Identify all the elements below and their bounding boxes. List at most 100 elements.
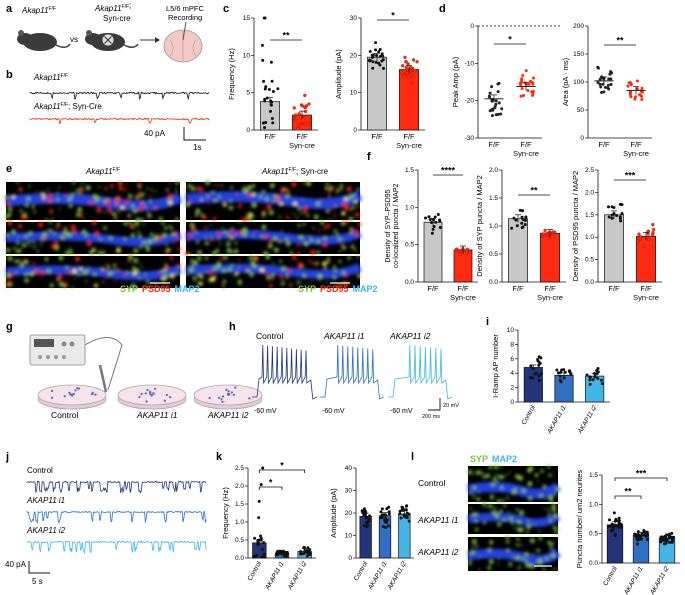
puncta: [134, 220, 140, 226]
data-point: [497, 101, 501, 105]
puncta: [222, 283, 225, 286]
puncta: [178, 247, 182, 252]
data-point: [261, 121, 265, 125]
puncta: [141, 192, 145, 196]
neurite-icon: [153, 392, 156, 394]
puncta: [24, 278, 29, 283]
puncta: [212, 216, 217, 221]
puncta: [106, 197, 110, 201]
data-point: [263, 97, 267, 101]
y-tick-label: 2.0: [235, 483, 244, 490]
puncta: [177, 238, 180, 242]
puncta: [238, 266, 241, 269]
puncta: [547, 507, 550, 511]
puncta: [547, 540, 551, 545]
puncta: [237, 221, 240, 224]
data-point: [270, 79, 274, 83]
puncta: [516, 519, 520, 524]
arrow-head-icon: [155, 37, 160, 43]
data-point: [303, 93, 307, 98]
e-legend-left: SYP PSD95 MAP2: [120, 284, 200, 294]
data-point: [528, 375, 532, 379]
g-label-i1: AKAP11 i1: [136, 410, 178, 420]
data-point: [253, 536, 257, 540]
puncta: [58, 208, 61, 210]
y-tick-label: 30: [345, 488, 353, 495]
data-point: [299, 121, 303, 126]
puncta: [332, 265, 336, 269]
puncta: [14, 259, 19, 264]
y-tick-label: 0: [246, 127, 250, 134]
puncta: [346, 186, 352, 192]
data-point: [368, 50, 372, 54]
scale-bar: [183, 127, 206, 141]
puncta: [543, 507, 546, 510]
puncta: [96, 207, 102, 213]
puncta: [77, 207, 83, 213]
data-point: [609, 77, 613, 81]
puncta: [128, 254, 134, 260]
puncta: [551, 567, 554, 570]
sig-label: ****: [441, 166, 456, 176]
puncta: [499, 509, 503, 513]
puncta: [336, 187, 339, 190]
panel-a: a Akap11F/F vs Akap11F/F; Syn-cre L5/6 m…: [6, 1, 205, 63]
data-point: [368, 514, 372, 518]
data-point: [371, 66, 375, 70]
puncta: [357, 274, 360, 278]
puncta: [106, 277, 108, 279]
data-point: [493, 106, 497, 110]
puncta: [24, 203, 29, 208]
x-tick-label: F/F: [403, 132, 415, 141]
data-point: [628, 91, 632, 95]
puncta: [316, 239, 321, 244]
puncta: [75, 256, 80, 262]
trace2-label: Akap11F/F; Syn-Cre: [33, 102, 102, 111]
y-tick-label: 5: [246, 90, 250, 97]
neurite-icon: [77, 386, 81, 389]
x-tick-label: F/F: [264, 132, 276, 141]
puncta: [184, 251, 189, 256]
data-point: [533, 372, 537, 376]
data-point: [499, 112, 503, 116]
data-point: [256, 542, 260, 546]
data-point: [591, 378, 595, 382]
data-point: [596, 376, 600, 380]
data-point: [306, 546, 310, 550]
data-point: [500, 107, 504, 111]
puncta: [193, 260, 199, 266]
data-point: [308, 118, 312, 122]
puncta: [69, 250, 74, 255]
puncta: [278, 202, 284, 207]
puncta: [199, 187, 204, 191]
data-point: [519, 94, 523, 98]
puncta: [296, 280, 301, 285]
puncta: [64, 282, 68, 286]
puncta: [516, 537, 520, 541]
puncta: [100, 266, 104, 270]
puncta: [285, 276, 289, 279]
puncta: [248, 212, 253, 217]
puncta: [216, 231, 221, 236]
puncta: [65, 265, 69, 269]
puncta: [195, 213, 198, 217]
puncta: [91, 220, 97, 226]
y-tick-label: 0: [348, 555, 352, 562]
puncta: [142, 223, 145, 226]
puncta: [108, 236, 113, 240]
puncta: [230, 263, 234, 267]
neuron-icon: [146, 388, 149, 392]
puncta: [302, 265, 305, 268]
recording-label-2: Recording: [168, 13, 202, 22]
puncta: [512, 488, 518, 494]
e-title-2: Akap11F/F; Syn-cre: [261, 167, 329, 176]
puncta: [534, 473, 538, 477]
puncta: [248, 255, 254, 261]
puncta: [344, 205, 350, 211]
data-point: [263, 555, 267, 559]
puncta: [38, 222, 44, 228]
puncta: [471, 545, 474, 548]
puncta: [527, 496, 533, 501]
puncta: [238, 204, 242, 209]
y-tick-label: 0.5: [235, 537, 244, 544]
